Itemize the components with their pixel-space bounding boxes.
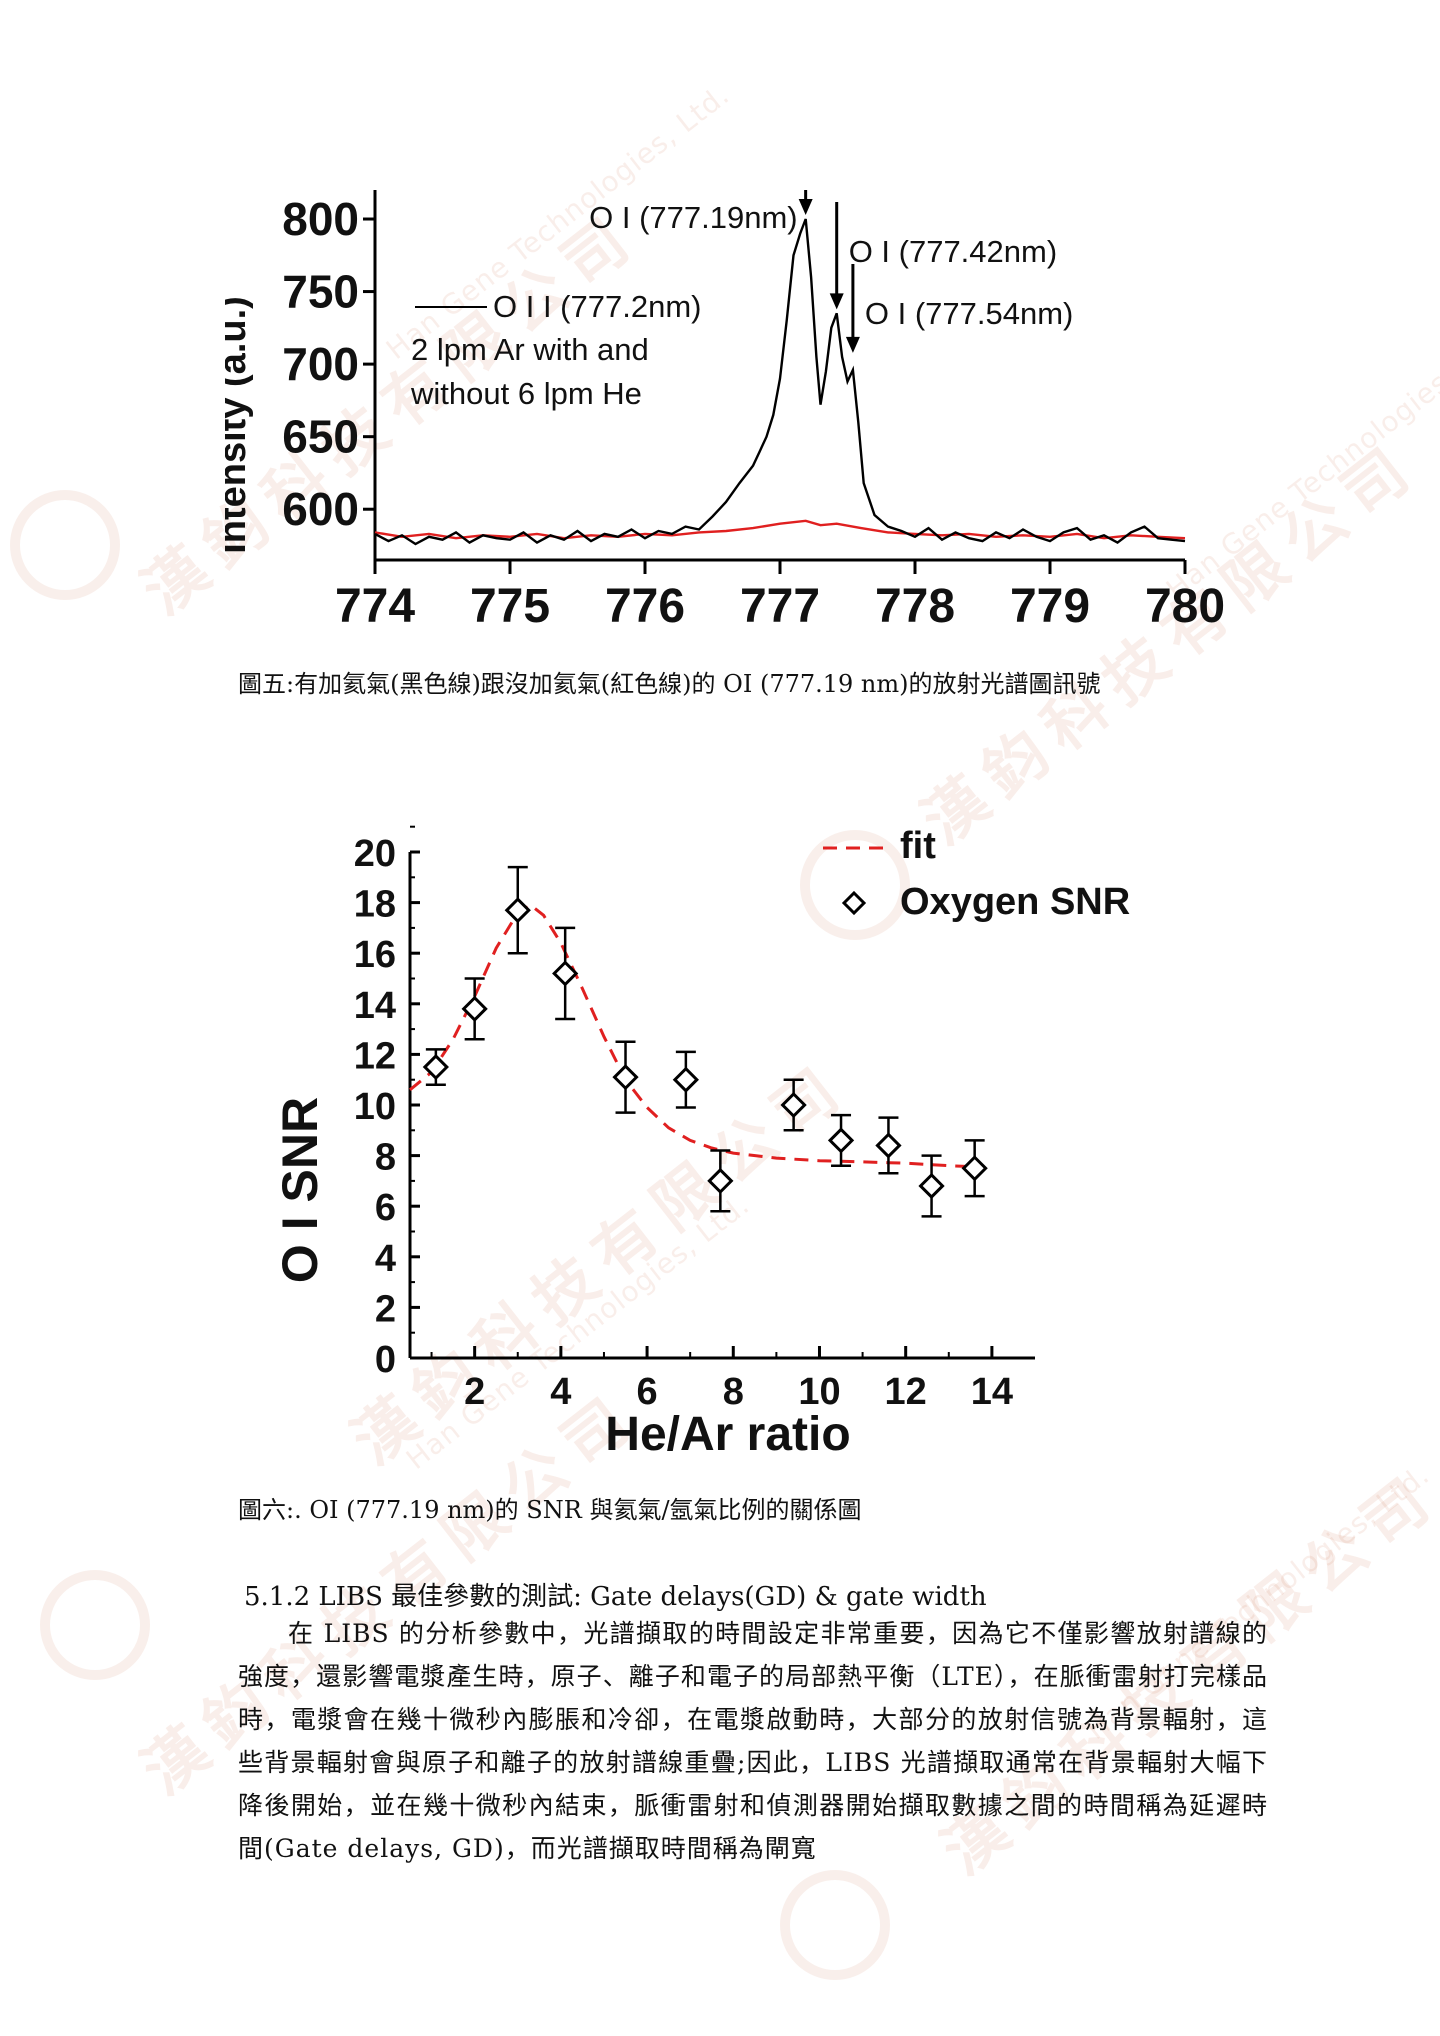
spectrum-line xyxy=(374,519,1186,540)
annotation-label: O I (777.54nm) xyxy=(865,296,1073,331)
legend-note-2: without 6 lpm He xyxy=(410,376,642,411)
chart-annotations: O I (777.19nm) O I (777.42nm) O I (777.54n… xyxy=(589,180,1073,353)
y-tick-label: 20 xyxy=(354,833,396,875)
data-point xyxy=(552,960,579,987)
y-tick-label: 16 xyxy=(354,934,396,976)
y-tick-label: 4 xyxy=(375,1238,396,1280)
annotation-label: O I (777.42nm) xyxy=(849,234,1057,269)
data-point xyxy=(780,1091,807,1119)
snr-chart: 0 2 4 6 8 10 12 14 16 18 20 2 4 6 8 10 12 14 O I SNR He/A… xyxy=(272,825,1130,1461)
data-point xyxy=(961,1155,988,1182)
y-tick-label: 600 xyxy=(282,483,359,535)
fit-line xyxy=(409,903,984,1169)
x-tick-label: 8 xyxy=(723,1371,744,1413)
x-tick-label: 777 xyxy=(740,580,820,633)
x-axis-title: He/Ar ratio xyxy=(605,1408,850,1460)
data-point xyxy=(461,995,488,1022)
chart-series xyxy=(409,865,988,1218)
data-point xyxy=(827,1127,855,1154)
body-paragraph: 在 LIBS 的分析參數中，光譜擷取的時間設定非常重要，因為它不僅影響放射譜線的… xyxy=(238,1612,1268,1870)
data-point xyxy=(672,1066,699,1093)
x-tick-label: 776 xyxy=(605,580,685,633)
x-tick-label: 12 xyxy=(885,1371,927,1413)
data-point xyxy=(612,1064,639,1091)
figure-snr: 0 2 4 6 8 10 12 14 16 18 20 2 4 6 8 10 12 14 O I SNR He/A… xyxy=(255,810,1175,1461)
data-point xyxy=(918,1172,945,1200)
y-tick-label: 700 xyxy=(282,338,359,390)
annotation-arrow-head xyxy=(829,293,844,310)
chart-text: O I SNR He/Ar ratio fit Oxygen SNR xyxy=(272,825,1130,1461)
x-tick-label: 778 xyxy=(875,580,955,633)
x-tick-label: 779 xyxy=(1010,580,1090,633)
x-tick-label: 4 xyxy=(550,1371,571,1413)
y-tick-label: 12 xyxy=(354,1035,396,1077)
watermark-logo xyxy=(780,1870,890,1980)
figure-spectrum: 774 775 776 777 778 779 780 600 650 700 750 800 Int… xyxy=(212,180,1255,650)
x-tick-label: 775 xyxy=(470,580,550,633)
chart-axes: 774 775 776 777 778 779 780 600 650 700 750 800 xyxy=(282,190,1225,633)
watermark-logo xyxy=(10,490,120,600)
legend-note-1: 2 lpm Ar with and xyxy=(411,332,649,367)
x-tick-label: 774 xyxy=(335,580,415,633)
data-point xyxy=(504,897,531,924)
y-tick-label: 2 xyxy=(375,1288,396,1330)
spectrum-chart: 774 775 776 777 778 779 780 600 650 700 750 800 Int… xyxy=(212,180,1225,633)
figure5-caption: 圖五:有加氦氣(黑色線)跟沒加氦氣(紅色線)的 OI (777.19 nm)的放… xyxy=(238,670,1101,698)
y-axis-title: O I SNR xyxy=(272,1097,328,1283)
y-tick-label: 14 xyxy=(354,985,396,1027)
figure6-caption: 圖六:. OI (777.19 nm)的 SNR 與氦氣/氬氣比例的關係圖 xyxy=(238,1496,862,1524)
y-tick-label: 18 xyxy=(354,884,396,926)
x-tick-label: 14 xyxy=(971,1371,1013,1413)
x-tick-label: 2 xyxy=(464,1371,485,1413)
y-tick-label: 8 xyxy=(375,1137,396,1179)
y-tick-label: 800 xyxy=(282,193,359,245)
x-tick-label: 6 xyxy=(636,1371,657,1413)
y-tick-label: 6 xyxy=(375,1187,396,1229)
annotation-label: O I (777.19nm) xyxy=(589,200,797,235)
x-tick-label: 780 xyxy=(1145,580,1225,633)
y-tick-label: 0 xyxy=(375,1339,396,1381)
section-heading: 5.1.2 LIBS 最佳參數的測試: Gate delays(GD) & ga… xyxy=(244,1582,987,1612)
legend-diamond-marker xyxy=(841,890,867,916)
data-point xyxy=(422,1053,449,1081)
legend-label: O I I (777.2nm) xyxy=(493,289,701,324)
y-tick-label: 750 xyxy=(282,266,359,318)
y-tick-label: 650 xyxy=(282,411,359,463)
chart-series xyxy=(374,218,1186,546)
legend-data-label: Oxygen SNR xyxy=(900,881,1130,923)
y-axis-title: Intensity (a.u.) xyxy=(225,296,254,554)
watermark-logo xyxy=(40,1570,150,1680)
y-tick-label: 10 xyxy=(354,1086,396,1128)
legend-fit-label: fit xyxy=(900,825,936,867)
annotation-arrow-head xyxy=(845,336,860,353)
x-tick-label: 10 xyxy=(798,1371,840,1413)
paragraph-text: 在 LIBS 的分析參數中，光譜擷取的時間設定非常重要，因為它不僅影響放射譜線的… xyxy=(238,1619,1268,1863)
data-point xyxy=(707,1167,734,1195)
annotation-arrow-head xyxy=(798,199,813,216)
spectrum-line xyxy=(374,218,1186,546)
data-point xyxy=(875,1132,902,1159)
chart-axes: 0 2 4 6 8 10 12 14 16 18 20 2 4 6 8 10 12 14 xyxy=(354,825,1035,1413)
